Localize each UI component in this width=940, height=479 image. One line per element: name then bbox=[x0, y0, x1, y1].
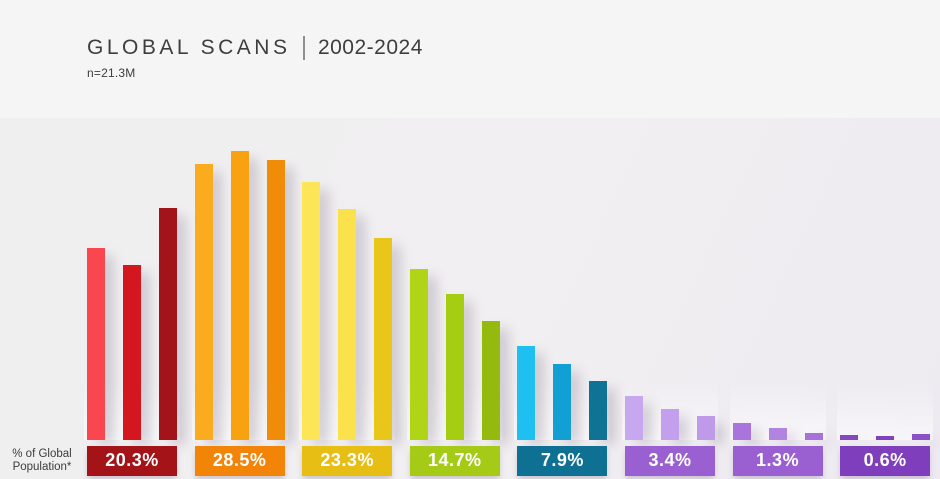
bar bbox=[768, 427, 787, 440]
bar bbox=[589, 380, 608, 440]
bar bbox=[624, 395, 643, 440]
percent-badge: 3.4% bbox=[624, 446, 715, 476]
bar bbox=[696, 415, 715, 440]
title-text: GLOBAL SCANS bbox=[87, 36, 291, 59]
row-label: % of Global Population* bbox=[2, 446, 82, 476]
bar bbox=[732, 422, 751, 440]
bar-group: 20.3% bbox=[84, 118, 180, 479]
bar bbox=[159, 207, 177, 440]
chart-area: % of Global Population* 20.3% 28.5% 23.3% 1… bbox=[0, 118, 940, 479]
bar-group: 7.9% bbox=[514, 118, 611, 479]
bar bbox=[230, 150, 249, 440]
page-title: GLOBAL SCANS 2002-2024 bbox=[87, 36, 423, 60]
percent-badge: 23.3% bbox=[302, 446, 393, 476]
bar bbox=[481, 320, 500, 440]
bar bbox=[374, 237, 393, 440]
bar-group: 14.7% bbox=[406, 118, 503, 479]
sample-size: n=21.3M bbox=[87, 66, 136, 80]
bar-group: 28.5% bbox=[191, 118, 288, 479]
bar-row bbox=[302, 181, 393, 440]
bar-row bbox=[840, 433, 931, 440]
bar bbox=[445, 293, 464, 440]
bar-row bbox=[87, 207, 177, 440]
bar bbox=[553, 363, 572, 440]
percent-badge: 1.3% bbox=[732, 446, 823, 476]
bar-row bbox=[732, 422, 823, 440]
group-glow bbox=[837, 381, 934, 440]
percent-badge: 0.6% bbox=[840, 446, 931, 476]
bar bbox=[517, 345, 536, 440]
bar-group: 3.4% bbox=[621, 118, 718, 479]
title-period: 2002-2024 bbox=[317, 36, 423, 59]
bar bbox=[876, 435, 895, 440]
percent-badge: 14.7% bbox=[409, 446, 500, 476]
bar bbox=[338, 208, 357, 440]
bar-row bbox=[624, 395, 715, 440]
percent-badge: 7.9% bbox=[517, 446, 608, 476]
bar bbox=[660, 408, 679, 440]
header: GLOBAL SCANS 2002-2024 n=21.3M bbox=[0, 0, 940, 118]
bar-row bbox=[409, 268, 500, 440]
row-label-line1: % of Global bbox=[12, 447, 72, 460]
bar bbox=[123, 264, 141, 440]
bar-group: 23.3% bbox=[299, 118, 396, 479]
bar bbox=[266, 159, 285, 440]
percent-badge: 20.3% bbox=[87, 446, 177, 476]
title-separator bbox=[303, 36, 305, 60]
bar bbox=[87, 247, 105, 440]
bar-row bbox=[194, 150, 285, 440]
bar bbox=[840, 434, 859, 440]
bar-groups: 20.3% 28.5% 23.3% 14.7% 7.9% 3.4% 1.3% 0.6% bbox=[84, 118, 934, 479]
bar-group: 1.3% bbox=[729, 118, 826, 479]
bar bbox=[912, 433, 931, 440]
bar bbox=[302, 181, 321, 440]
row-label-line2: Population* bbox=[12, 460, 72, 473]
bar-row bbox=[517, 345, 608, 440]
bar-group: 0.6% bbox=[837, 118, 934, 479]
bar bbox=[194, 163, 213, 440]
percent-badge: 28.5% bbox=[194, 446, 285, 476]
bar bbox=[409, 268, 428, 440]
bar bbox=[804, 432, 823, 440]
